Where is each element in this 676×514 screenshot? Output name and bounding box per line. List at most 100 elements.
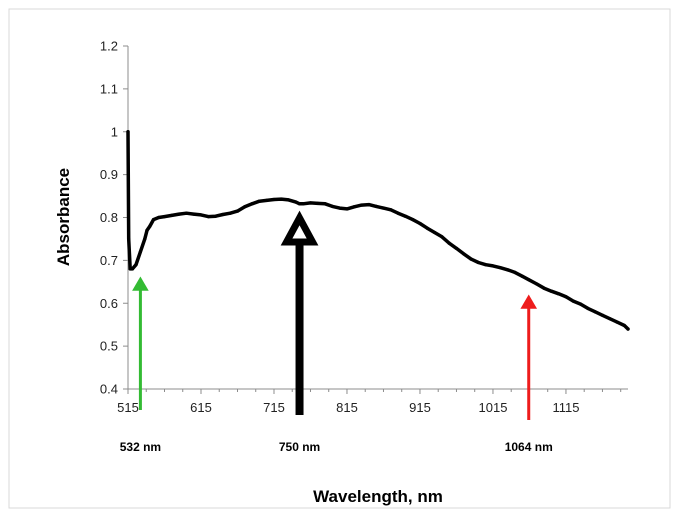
data-point [600, 313, 605, 317]
data-point [170, 213, 174, 217]
y-tick-label: 1.2 [100, 39, 118, 54]
data-point [469, 257, 473, 261]
data-point [177, 212, 181, 216]
data-point [389, 208, 393, 212]
data-point [549, 289, 553, 293]
x-tick-label: 1115 [552, 400, 579, 415]
data-point [396, 211, 400, 215]
chart-border [8, 8, 671, 509]
data-point [476, 260, 480, 265]
data-point [330, 204, 334, 208]
annotation-label: 750 nm [279, 440, 320, 454]
data-point [505, 268, 510, 272]
x-axis-title: Wavelength, nm [313, 487, 443, 506]
data-point [622, 323, 626, 328]
data-point [143, 237, 147, 241]
annotation-label: 532 nm [120, 440, 161, 454]
data-point [447, 241, 451, 245]
data-point [578, 302, 583, 306]
data-point [586, 306, 590, 310]
axes-layer: 0.4 0.5 0.6 0.7 0.8 0.9 1 1.1 1.2 515 615 715 815 915… [100, 39, 628, 415]
data-point [425, 226, 429, 230]
data-point [138, 250, 143, 254]
data-point [301, 202, 305, 206]
data-point [345, 207, 349, 211]
data-point [308, 201, 313, 205]
y-tick-label: 0.5 [100, 339, 118, 354]
data-point [593, 310, 597, 314]
data-point [243, 205, 247, 209]
series-layer [126, 130, 630, 331]
y-tick-label: 1.1 [100, 81, 118, 96]
data-point [127, 237, 131, 241]
data-point [323, 202, 327, 206]
data-point [440, 235, 444, 239]
y-tick-label: 0.8 [100, 210, 118, 225]
data-point [411, 218, 415, 222]
x-tick-label: 915 [409, 400, 431, 415]
data-point [374, 204, 378, 208]
y-tick-label: 0.9 [100, 167, 118, 182]
data-point [615, 320, 619, 324]
y-axis-title: Absorbance [54, 168, 73, 266]
data-point [145, 228, 149, 232]
data-point [484, 263, 488, 267]
data-point [130, 267, 134, 271]
data-point [297, 202, 302, 206]
x-tick-label: 515 [117, 400, 139, 415]
data-point [498, 266, 502, 270]
data-point [462, 252, 466, 256]
y-tick-label: 0.6 [100, 296, 118, 311]
data-point [520, 274, 524, 278]
data-point [272, 197, 276, 202]
data-point [157, 215, 161, 220]
annotation-arrow-head [280, 210, 319, 246]
data-point [199, 213, 203, 217]
data-point [608, 317, 612, 321]
data-point [418, 221, 422, 226]
data-point [294, 200, 298, 204]
data-point [359, 203, 364, 207]
data-point [316, 201, 320, 205]
data-point [432, 230, 437, 235]
data-point [557, 292, 561, 296]
data-point [257, 199, 261, 203]
annotation-arrow-head [520, 294, 538, 309]
annotation-label: 1064 nm [505, 440, 553, 454]
data-point [134, 263, 138, 267]
data-point [235, 209, 240, 213]
data-point [213, 214, 218, 218]
data-point [265, 198, 269, 202]
data-point [148, 224, 152, 228]
data-point [151, 218, 156, 222]
data-point [527, 278, 531, 282]
data-point [162, 215, 167, 219]
data-point [279, 197, 283, 201]
annotation-layer: 532 nm 750 nm 1064 nm [120, 210, 553, 454]
x-tick-label: 615 [190, 400, 212, 415]
y-tick-label: 0.4 [100, 382, 118, 397]
y-tick-label: 1 [111, 124, 118, 139]
data-point [228, 211, 232, 215]
data-point [250, 202, 254, 206]
data-point [513, 270, 517, 274]
x-tick-label: 815 [336, 400, 358, 415]
data-point [491, 264, 495, 268]
data-point [221, 212, 225, 217]
x-tick-label: 715 [263, 400, 285, 415]
data-point [542, 286, 546, 290]
data-point [381, 206, 386, 210]
data-point [352, 205, 356, 209]
annotation-arrow-head [132, 276, 149, 291]
data-point [626, 327, 630, 331]
data-point [403, 214, 407, 218]
data-point [454, 246, 459, 250]
data-point [192, 212, 196, 216]
data-point [126, 130, 130, 134]
data-point [206, 215, 210, 219]
data-point [571, 299, 575, 303]
data-point [128, 267, 132, 271]
data-point [535, 282, 539, 286]
